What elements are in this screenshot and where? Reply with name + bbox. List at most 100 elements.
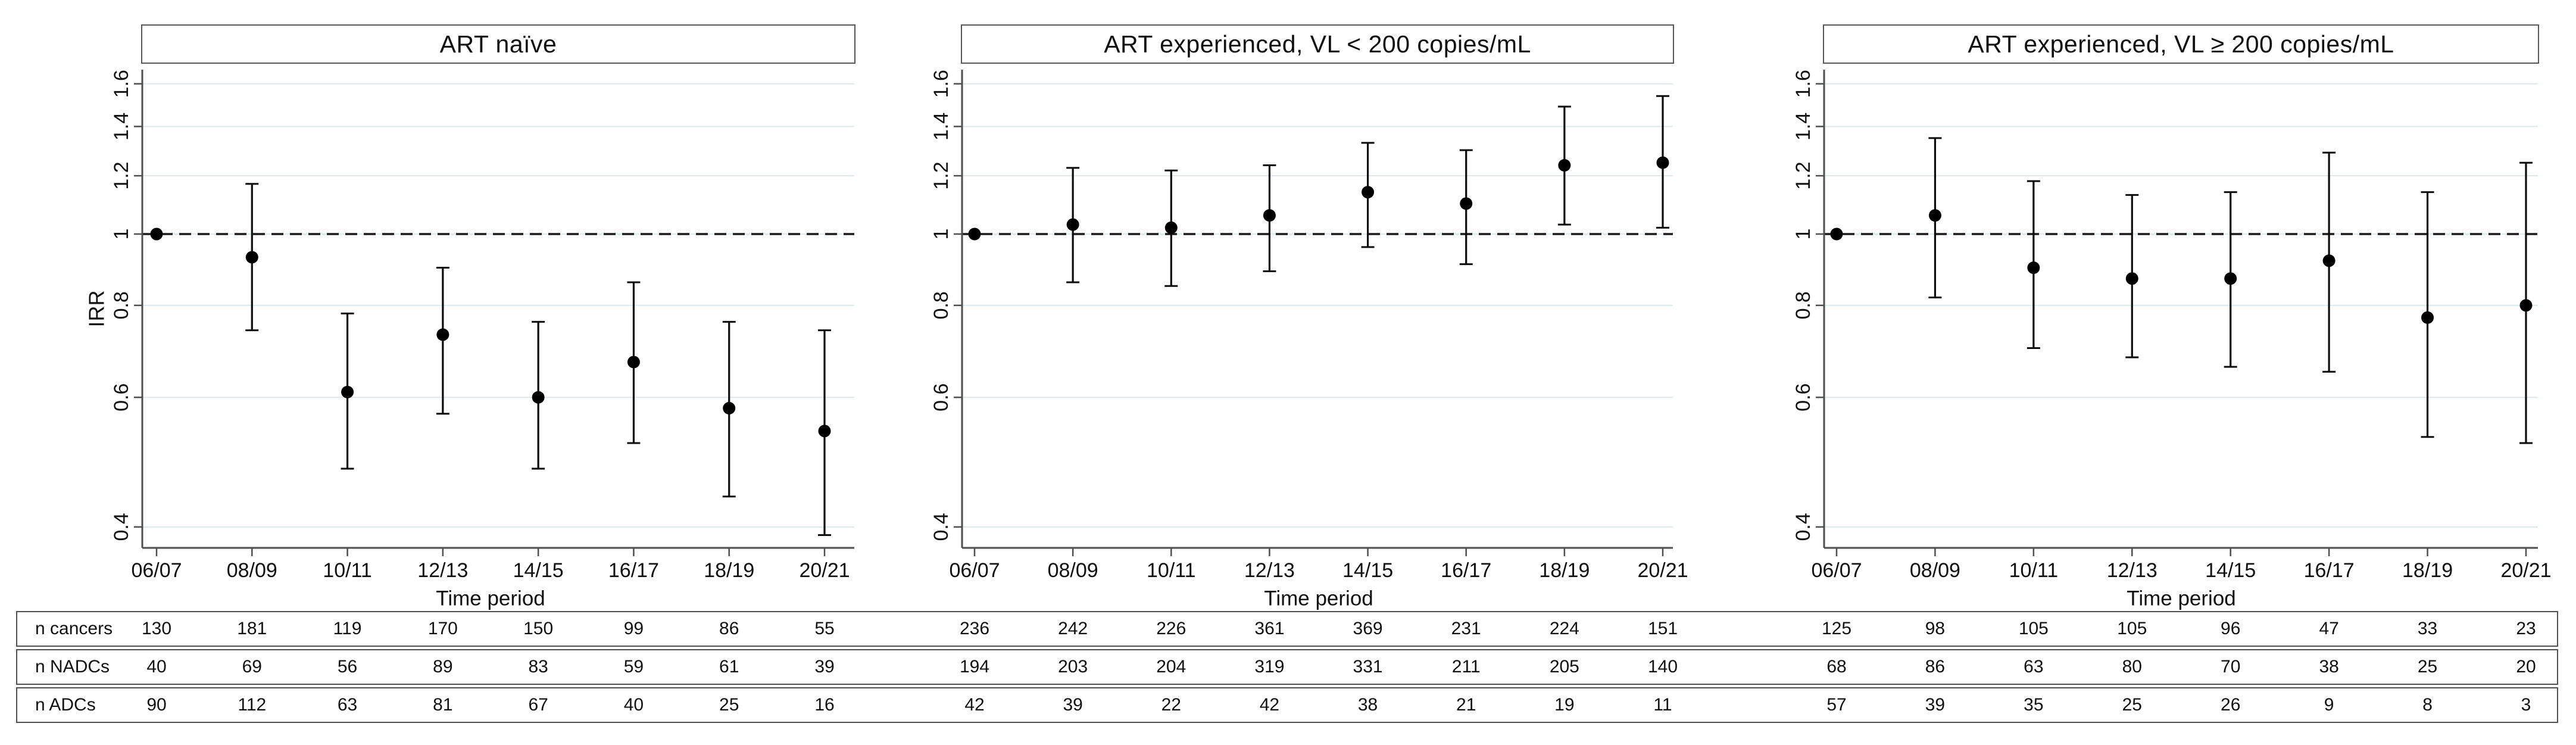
table-cell: 181: [237, 619, 267, 638]
x-tick-label: 16/17: [2304, 559, 2355, 582]
table-cell: 40: [146, 657, 167, 677]
irr-point: [1460, 197, 1473, 210]
table-cell: 369: [1353, 619, 1383, 638]
x-tick-label: 12/13: [2107, 559, 2157, 582]
table-cell: 105: [2018, 619, 2049, 638]
panel-title-box-art-experienced-high-vl: ART experienced, VL ≥ 200 copies/mL: [1823, 24, 2539, 64]
irr-point: [627, 356, 640, 369]
irr-point: [1558, 159, 1571, 172]
table-cell: 25: [2122, 695, 2142, 715]
irr-point: [2421, 311, 2434, 324]
y-tick-label: 0.6: [110, 384, 133, 412]
table-cell: 3: [2521, 695, 2531, 715]
x-tick-label: 12/13: [417, 559, 468, 582]
table-cell: 99: [623, 619, 644, 638]
table-cell: 9: [2324, 695, 2334, 715]
table-cell: 33: [2417, 619, 2438, 638]
irr-point: [150, 227, 163, 241]
table-cell: 224: [1549, 619, 1579, 638]
table-cell: 105: [2117, 619, 2147, 638]
table-cell: 57: [1826, 695, 1847, 715]
x-axis-title: Time period: [436, 587, 545, 610]
table-cell: 140: [1647, 657, 1678, 677]
irr-point: [1263, 209, 1276, 222]
panel-title-text: ART naïve: [439, 30, 557, 58]
table-row-label: n cancers: [35, 619, 113, 638]
irr-point: [1066, 218, 1079, 231]
table-cell: 231: [1451, 619, 1481, 638]
table-cell: 67: [528, 695, 548, 715]
x-tick-label: 10/11: [2009, 559, 2059, 582]
y-tick-label: 0.6: [1792, 384, 1815, 412]
panel-title-box-art-naive: ART naïve: [141, 24, 855, 64]
table-cell: 80: [2122, 657, 2142, 677]
x-tick-label: 08/09: [1910, 559, 1960, 582]
table-cell: 361: [1254, 619, 1285, 638]
table-cell: 42: [1259, 695, 1280, 715]
table-cell: 63: [337, 695, 358, 715]
y-tick-label: 1: [1792, 229, 1815, 240]
table-cell: 21: [1456, 695, 1476, 715]
irr-point: [245, 251, 258, 264]
table-row-n-adcs: n ADCs: [16, 687, 2558, 723]
table-cell: 39: [1925, 695, 1946, 715]
table-cell: 63: [2024, 657, 2044, 677]
x-tick-label: 10/11: [323, 559, 372, 582]
irr-point: [1830, 227, 1843, 241]
table-cell: 39: [1063, 695, 1083, 715]
table-cell: 16: [814, 695, 835, 715]
table-cell: 204: [1156, 657, 1186, 677]
irr-point: [2519, 299, 2533, 312]
table-cell: 90: [146, 695, 167, 715]
table-cell: 112: [238, 695, 267, 715]
table-row-label: n NADCs: [35, 657, 110, 677]
table-cell: 81: [433, 695, 453, 715]
x-axis-title: Time period: [1264, 587, 1373, 610]
y-tick-label: 0.8: [110, 291, 133, 319]
y-tick-label: 1.2: [1792, 161, 1815, 189]
y-tick-label: 1.6: [1792, 70, 1815, 98]
irr-point: [1656, 156, 1669, 169]
table-cell: 98: [1925, 619, 1946, 638]
table-cell: 205: [1549, 657, 1579, 677]
irr-point: [436, 328, 449, 341]
table-cell: 59: [623, 657, 644, 677]
irr-point: [968, 227, 981, 241]
x-tick-label: 14/15: [513, 559, 564, 582]
y-tick-label: 1: [110, 229, 133, 240]
x-tick-label: 12/13: [1244, 559, 1295, 582]
x-tick-label: 16/17: [1441, 559, 1491, 582]
y-tick-label: 0.8: [930, 291, 953, 319]
table-cell: 8: [2422, 695, 2433, 715]
y-tick-label: 1.6: [930, 70, 953, 98]
table-row-label: n ADCs: [35, 695, 96, 715]
table-cell: 25: [2417, 657, 2438, 677]
table-cell: 226: [1156, 619, 1186, 638]
x-tick-label: 06/07: [131, 559, 182, 582]
x-tick-label: 18/19: [2402, 559, 2453, 582]
irr-point: [2027, 261, 2040, 275]
table-cell: 151: [1647, 619, 1678, 638]
table-cell: 125: [1821, 619, 1852, 638]
table-cell: 83: [528, 657, 548, 677]
x-tick-label: 20/21: [1637, 559, 1688, 582]
x-tick-label: 18/19: [704, 559, 754, 582]
table-cell: 119: [333, 619, 362, 638]
table-cell: 194: [959, 657, 990, 677]
y-tick-label: 0.6: [930, 384, 953, 412]
y-tick-label: 1.6: [110, 70, 133, 98]
y-tick-label: 1.2: [930, 161, 953, 189]
table-cell: 89: [433, 657, 453, 677]
irr-point: [2224, 272, 2237, 285]
table-cell: 11: [1653, 695, 1672, 715]
irr-point: [532, 391, 545, 404]
x-axis-title: Time period: [2127, 587, 2236, 610]
x-tick-label: 10/11: [1147, 559, 1196, 582]
table-cell: 242: [1058, 619, 1088, 638]
table-cell: 19: [1554, 695, 1575, 715]
table-cell: 203: [1058, 657, 1088, 677]
table-cell: 22: [1161, 695, 1181, 715]
irr-point: [1362, 186, 1375, 199]
y-tick-label: 0.4: [1792, 513, 1815, 541]
